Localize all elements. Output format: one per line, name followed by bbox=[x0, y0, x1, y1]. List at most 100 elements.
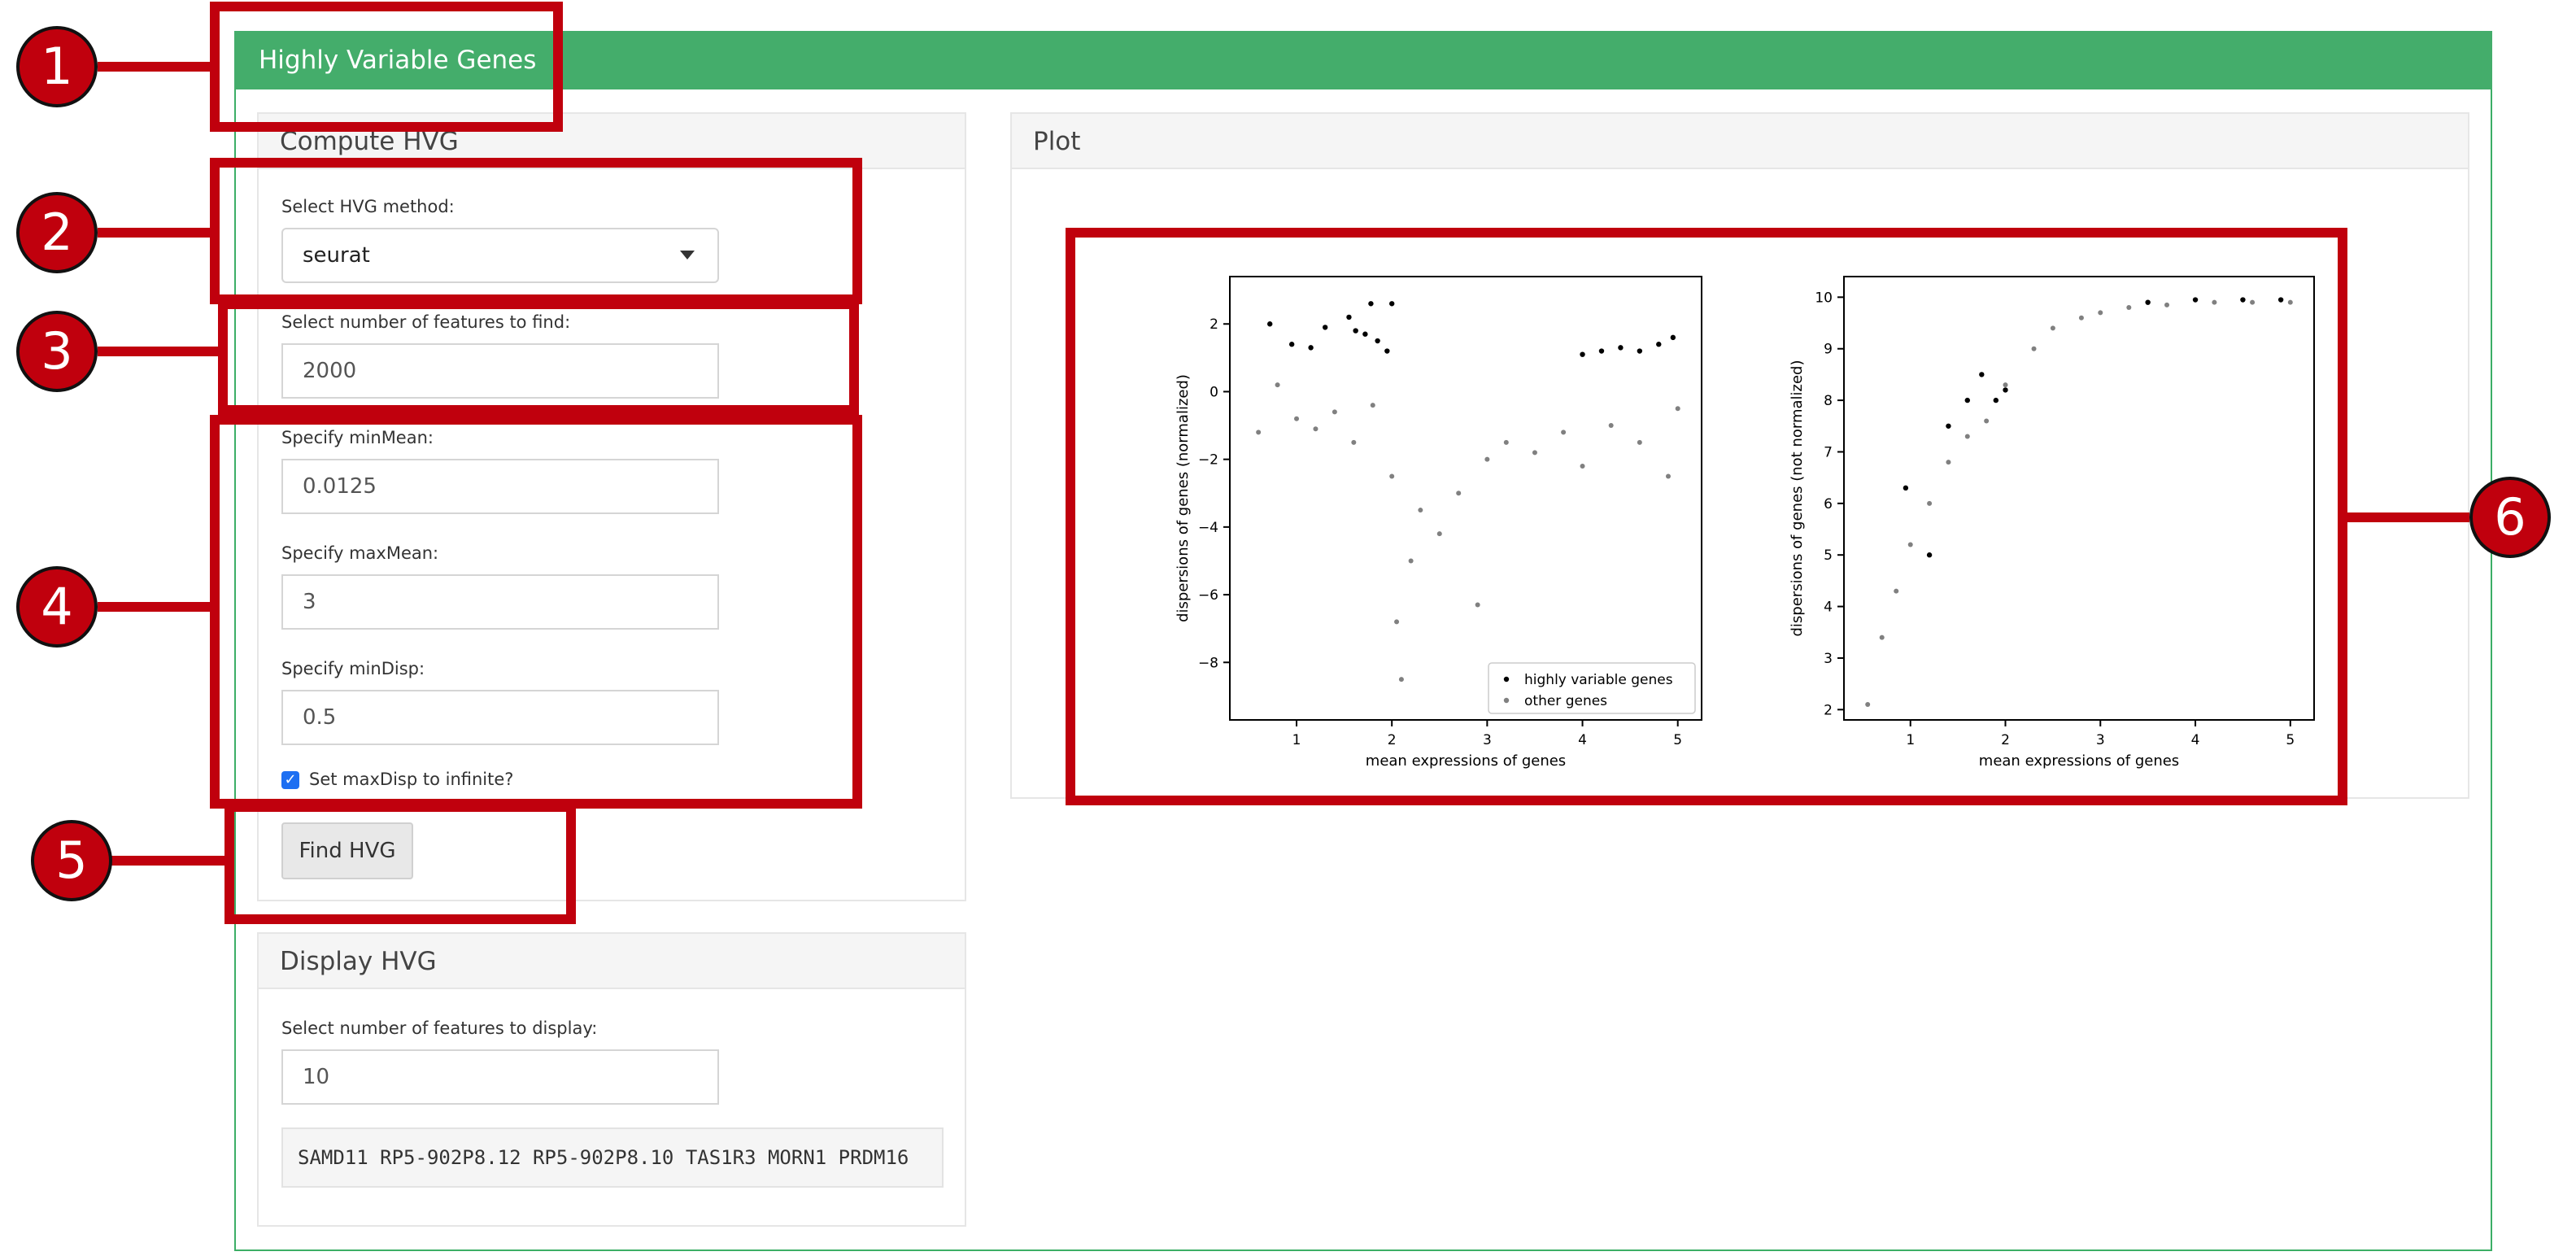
plot-panel-title: Plot bbox=[1012, 114, 2468, 169]
other-gene-point bbox=[2098, 310, 2103, 316]
find-hvg-button[interactable]: Find HVG bbox=[281, 822, 413, 879]
y-tick-label: 9 bbox=[1824, 342, 1833, 358]
other-gene-point bbox=[1665, 473, 1671, 479]
y-tick-label: 2 bbox=[1824, 702, 1833, 718]
x-tick-label: 5 bbox=[1673, 732, 1682, 748]
x-axis-label: mean expressions of genes bbox=[1979, 752, 2179, 770]
max-disp-infinite-checkbox[interactable]: ✓ bbox=[281, 771, 299, 789]
display-hvg-title: Display HVG bbox=[259, 934, 965, 989]
hvg-point bbox=[1637, 348, 1643, 354]
chart-not-normalized: 1 2 3 4 5 10 9 8 7 6 5 4 3 2 mean expressions of genes… bbox=[1789, 276, 2315, 770]
other-gene-point bbox=[1894, 588, 1899, 594]
x-tick-label: 2 bbox=[1388, 732, 1397, 748]
y-axis-label: dispersions of genes (not normalized) bbox=[1789, 360, 1806, 636]
other-gene-point bbox=[1275, 382, 1280, 388]
x-tick-label: 2 bbox=[2001, 732, 2010, 748]
n-features-label: Select number of features to find: bbox=[281, 312, 571, 332]
other-gene-point bbox=[1984, 418, 1990, 424]
hvg-plot: 1 2 3 4 5 2 0 −2 −4 −6 −8 mean expressions of genes… bbox=[1175, 276, 2315, 770]
other-gene-point bbox=[1294, 416, 1300, 421]
other-gene-point bbox=[1865, 701, 1871, 707]
callout-4: 4 bbox=[16, 566, 98, 648]
hvg-point bbox=[2240, 297, 2246, 303]
y-tick-label: 2 bbox=[1210, 316, 1218, 333]
hvg-point bbox=[2192, 297, 2199, 303]
hvg-point bbox=[1926, 552, 1933, 558]
chart-normalized: 1 2 3 4 5 2 0 −2 −4 −6 −8 mean expressions of genes… bbox=[1175, 276, 1702, 770]
other-gene-point bbox=[1436, 531, 1442, 537]
callout-6: 6 bbox=[2469, 477, 2551, 558]
y-tick-label: −2 bbox=[1198, 452, 1218, 469]
y-tick-label: 6 bbox=[1824, 496, 1833, 512]
plot-frame bbox=[1229, 276, 1702, 721]
annotation-box-5 bbox=[224, 802, 576, 924]
callout-5: 5 bbox=[31, 820, 112, 901]
y-tick-label: 10 bbox=[1815, 290, 1833, 306]
y-tick-label: 8 bbox=[1824, 393, 1833, 409]
legend-entry: other genes bbox=[1524, 693, 1607, 709]
hvg-point bbox=[1964, 397, 1970, 403]
other-gene-point bbox=[1370, 403, 1375, 408]
hvg-point bbox=[1946, 423, 1951, 429]
other-gene-point bbox=[1927, 500, 1933, 506]
n-features-input[interactable]: 2000 bbox=[281, 343, 719, 399]
other-gene-point bbox=[2250, 299, 2256, 305]
callout-2: 2 bbox=[16, 192, 98, 273]
annotation-box-3 bbox=[218, 299, 859, 415]
hvg-point bbox=[1979, 372, 1985, 377]
y-tick-label: −4 bbox=[1198, 520, 1218, 536]
y-axis-label: dispersions of genes (normalized) bbox=[1175, 374, 1192, 622]
min-disp-label: Specify minDisp: bbox=[281, 659, 425, 678]
other-gene-point bbox=[1561, 430, 1567, 435]
y-tick-label: −6 bbox=[1198, 587, 1218, 604]
hvg-point bbox=[1388, 301, 1395, 307]
annotation-box-6 bbox=[1066, 228, 2347, 805]
other-gene-point bbox=[1532, 450, 1537, 456]
min-disp-input[interactable]: 0.5 bbox=[281, 690, 719, 745]
other-gene-point bbox=[2003, 382, 2008, 388]
y-tick-label: 3 bbox=[1824, 651, 1833, 667]
callout-line-5 bbox=[111, 856, 233, 866]
other-gene-point bbox=[1256, 430, 1262, 435]
n-display-input[interactable]: 10 bbox=[281, 1049, 719, 1105]
other-gene-point bbox=[2287, 299, 2293, 305]
other-gene-point bbox=[1456, 491, 1462, 496]
other-gene-point bbox=[1675, 406, 1680, 412]
hvg-point bbox=[1346, 314, 1352, 321]
max-mean-input[interactable]: 3 bbox=[281, 574, 719, 630]
y-tick-label: 5 bbox=[1824, 547, 1833, 564]
other-gene-point bbox=[1503, 439, 1509, 445]
hvg-point bbox=[2003, 387, 2008, 393]
annotation-box-1 bbox=[210, 2, 563, 132]
hvg-point bbox=[1598, 348, 1605, 354]
legend-marker bbox=[1503, 676, 1510, 683]
other-gene-point bbox=[1394, 619, 1400, 625]
x-tick-label: 4 bbox=[1578, 732, 1587, 748]
n-display-label: Select number of features to display: bbox=[281, 1018, 598, 1038]
chevron-down-icon bbox=[680, 251, 695, 259]
callout-line-3 bbox=[98, 347, 226, 356]
hvg-point bbox=[2145, 299, 2151, 305]
other-gene-point bbox=[2164, 302, 2170, 307]
x-tick-label: 1 bbox=[1906, 732, 1915, 748]
other-gene-point bbox=[1964, 434, 1970, 439]
hvg-point bbox=[1362, 331, 1368, 337]
hvg-point bbox=[1308, 345, 1314, 351]
other-gene-point bbox=[1389, 473, 1395, 479]
method-select[interactable]: seurat bbox=[281, 228, 719, 283]
x-tick-label: 1 bbox=[1292, 732, 1301, 748]
x-tick-label: 3 bbox=[2096, 732, 2105, 748]
callout-line-1 bbox=[98, 62, 218, 72]
hvg-point bbox=[1267, 321, 1273, 327]
other-gene-point bbox=[1313, 426, 1319, 432]
y-tick-label: 7 bbox=[1824, 444, 1833, 460]
hvg-gene-list: SAMD11 RP5-902P8.12 RP5-902P8.10 TAS1R3 … bbox=[281, 1127, 944, 1188]
other-gene-point bbox=[2050, 325, 2055, 331]
callout-line-6 bbox=[2339, 512, 2469, 522]
y-tick-label: −8 bbox=[1198, 655, 1218, 671]
min-mean-input[interactable]: 0.0125 bbox=[281, 459, 719, 514]
hvg-point bbox=[1903, 485, 1909, 491]
legend-marker bbox=[1503, 697, 1510, 704]
other-gene-point bbox=[2126, 305, 2132, 311]
callout-line-2 bbox=[98, 228, 218, 238]
